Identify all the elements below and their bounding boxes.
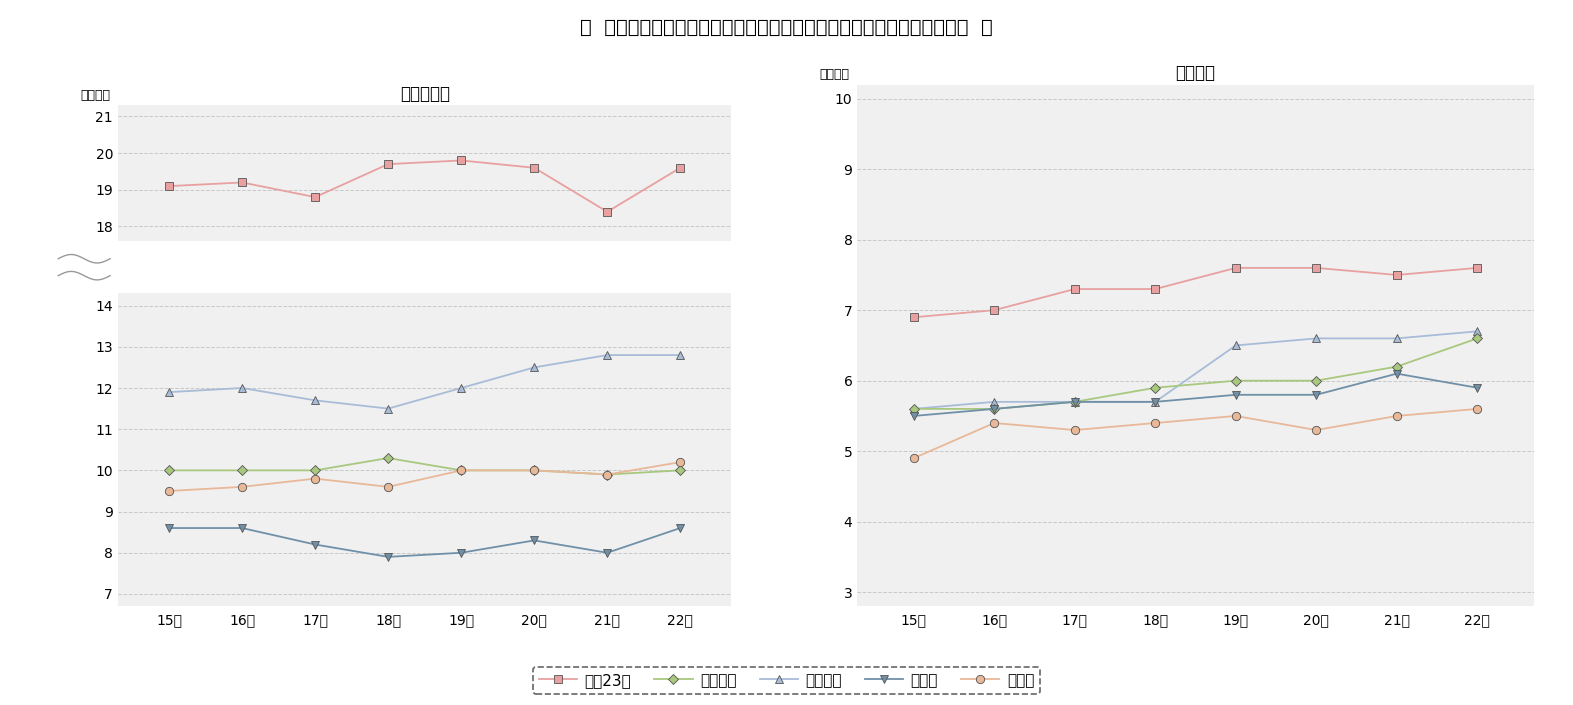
Title: アパート: アパート xyxy=(1175,63,1216,82)
Legend: 東京23区, 東京都下, 神奈川県, 埼玉県, 千葉県: 東京23区, 東京都下, 神奈川県, 埼玉県, 千葉県 xyxy=(533,667,1040,694)
Text: ＜  首都圈の定期借家マンション・アパートにおける平均募集家賎の推移  ＞: ＜ 首都圈の定期借家マンション・アパートにおける平均募集家賎の推移 ＞ xyxy=(580,18,993,37)
Text: （万円）: （万円） xyxy=(80,89,110,102)
Text: （万円）: （万円） xyxy=(820,68,849,81)
Title: マンション: マンション xyxy=(400,85,450,102)
